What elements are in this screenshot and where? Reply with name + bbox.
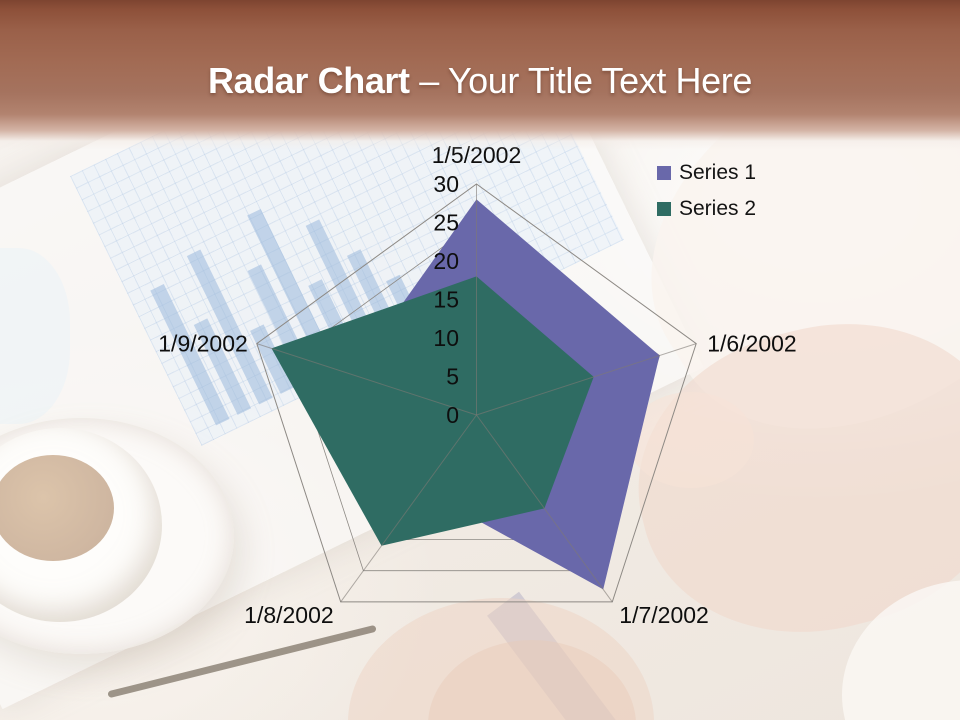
chart-legend[interactable]: Series 1 Series 2 — [657, 161, 756, 233]
category-label: 1/8/2002 — [244, 602, 334, 628]
radial-tick-label: 20 — [433, 248, 459, 274]
radial-tick-label: 0 — [446, 402, 459, 428]
radial-tick-label: 15 — [433, 287, 459, 313]
legend-item-series-1[interactable]: Series 1 — [657, 161, 756, 184]
title-topic: Radar Chart — [207, 60, 410, 101]
radial-tick-label: 30 — [433, 171, 459, 197]
title-placeholder-text: – Your Title Text Here — [409, 60, 752, 101]
radial-tick-label: 10 — [433, 325, 459, 351]
radial-tick-label: 25 — [433, 210, 459, 236]
category-label: 1/9/2002 — [158, 331, 248, 357]
category-label: 1/6/2002 — [707, 331, 797, 357]
title-banner: Radar Chart – Your Title Text Here — [0, 0, 960, 150]
series-2-swatch-icon — [657, 201, 671, 216]
category-label: 1/7/2002 — [619, 602, 709, 628]
legend-item-series-2[interactable]: Series 2 — [657, 197, 756, 220]
legend-label: Series 1 — [679, 161, 757, 184]
legend-label: Series 2 — [679, 197, 757, 220]
series-1-swatch-icon — [657, 165, 671, 180]
slide-title[interactable]: Radar Chart – Your Title Text Here — [0, 60, 960, 102]
radial-tick-label: 5 — [446, 364, 459, 390]
